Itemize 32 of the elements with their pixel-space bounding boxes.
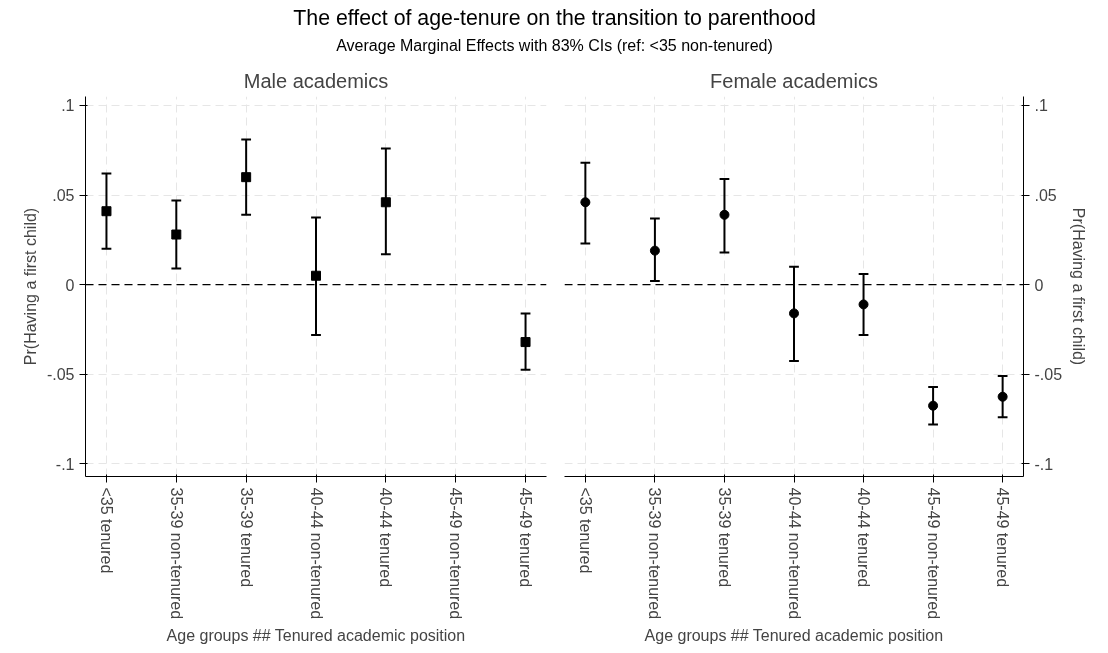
y-axis-title: Pr(Having a first child) [1070,207,1088,366]
y-tick-label: -.05 [46,366,75,384]
x-tick-label: 40-44 tenured [855,487,873,588]
y-tick-label: -.1 [55,455,75,473]
chart-title: Male academics [243,69,389,92]
x-tick-label: 40-44 non-tenured [307,487,325,620]
x-tick-label: <35 tenured [97,487,115,574]
x-tick-label: <35 tenured [576,487,594,574]
x-tick-label: 35-39 non-tenured [167,487,185,620]
x-tick-label: 40-44 tenured [377,487,395,588]
text: The effect of age-tenure on the transition to parenthood [293,5,816,30]
y-tick-label: -.05 [1034,366,1063,384]
y-tick-label: .05 [52,187,75,205]
x-axis-title: Age groups ## Tenured academic position [166,627,466,645]
x-tick-label: 35-39 non-tenured [646,487,664,620]
chart-title: Female academics [710,69,878,92]
y-tick-label: .05 [1034,187,1057,205]
x-tick-label: 35-39 tenured [237,487,255,588]
x-tick-label: 45-49 non-tenured [924,487,942,620]
x-tick-label: 45-49 tenured [994,487,1012,588]
x-tick-label: 45-49 non-tenured [447,487,465,620]
y-tick-label: .1 [61,97,75,115]
y-tick-label: 0 [65,276,75,294]
y-tick-label: -.1 [1034,455,1054,473]
x-tick-label: 40-44 non-tenured [785,487,803,620]
text: Average Marginal Effects with 83% CIs (ref: <35 non-tenured) [336,37,773,55]
y-axis-title: Pr(Having a first child) [21,207,39,366]
y-tick-label: .1 [1034,97,1048,115]
x-tick-label: 35-39 tenured [715,487,733,588]
x-tick-label: 45-49 tenured [517,487,535,588]
x-axis-title: Age groups ## Tenured academic position [644,627,944,645]
y-tick-label: 0 [1034,276,1044,294]
